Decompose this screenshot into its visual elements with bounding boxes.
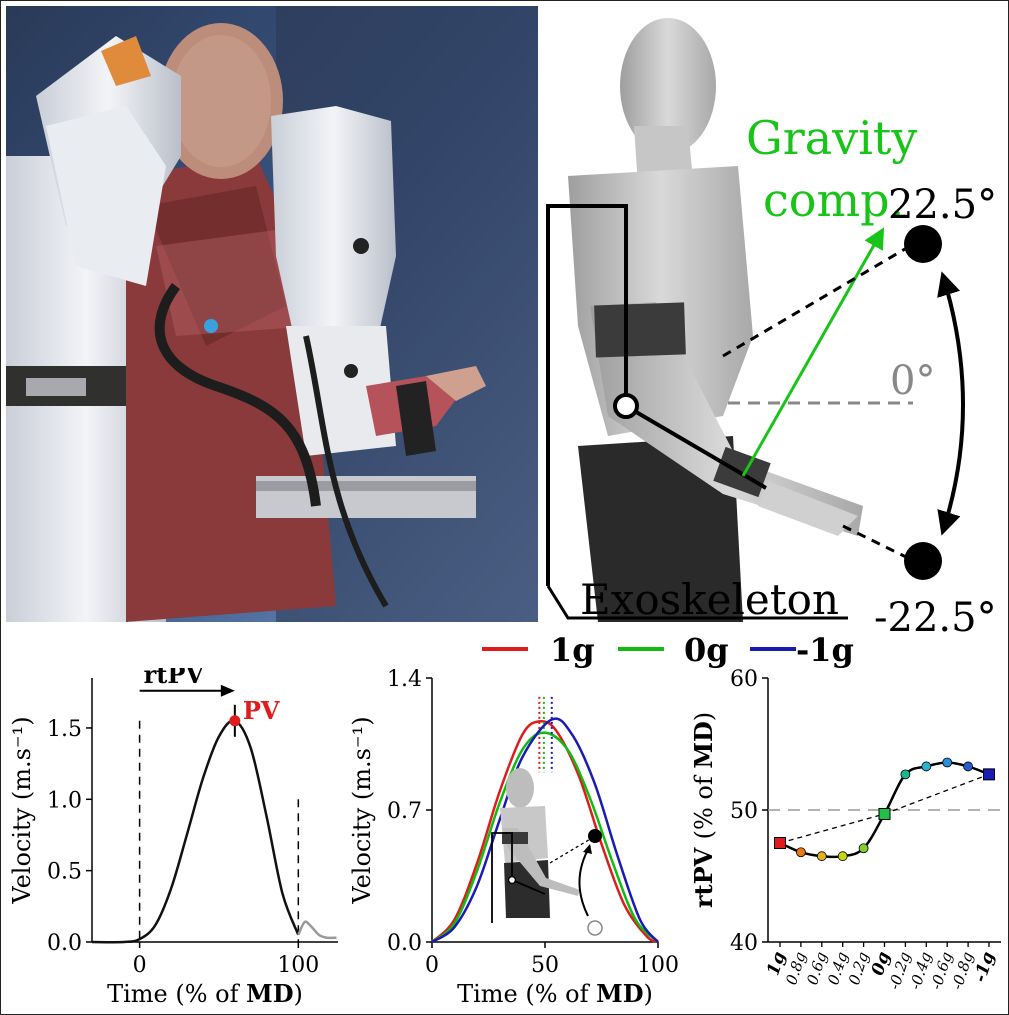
exoskeleton-diagram: Gravity comp. 22.5° 0° -22.5° Exoskeleto…	[546, 18, 997, 641]
data-point--0.2g	[900, 769, 911, 780]
inset-dash-top	[549, 837, 593, 864]
data-point--0.8g	[963, 761, 974, 772]
x-tick-label: 0	[425, 953, 439, 978]
exoskeleton-label: Exoskeleton	[580, 575, 839, 624]
data-point-0.6g	[816, 851, 827, 862]
y-tick-label: 50	[730, 799, 758, 824]
y-tick-label: 40	[730, 931, 758, 956]
post-movement-curve	[297, 920, 337, 940]
inset-joint	[507, 875, 517, 885]
gravity-label: Gravity	[746, 111, 917, 165]
mannequin-head	[620, 18, 716, 154]
rtpv-by-gravity-chart: 4050601g0.8g0.6g0.4g0.2g0g-0.2g-0.4g-0.6…	[689, 668, 1001, 992]
y-tick-label: 1.5	[47, 717, 82, 742]
x-tick-label: 50	[531, 953, 559, 978]
data-point-0.8g	[796, 847, 806, 858]
inset-arrow-head	[583, 844, 592, 854]
inset-head	[506, 768, 534, 808]
inset-exo-frame	[491, 832, 546, 923]
y-tick-label: 60	[730, 668, 758, 692]
x-tick-label: 100	[277, 953, 319, 978]
y-tick-label: 0.5	[47, 860, 82, 885]
rtpv-label: rtPV	[144, 668, 205, 689]
extreme-connector	[884, 773, 990, 815]
x-tick-label: 100	[637, 953, 679, 978]
velocity-curve--1g	[431, 717, 659, 944]
angle-zero-label: 0°	[890, 358, 935, 404]
y-axis-title: Velocity (m.s⁻¹)	[348, 716, 376, 904]
inset-diagram	[491, 768, 603, 936]
data-point-0g	[878, 807, 891, 820]
comp-label: comp.	[763, 173, 904, 227]
target-bottom	[904, 542, 942, 580]
velocity-curve	[91, 719, 300, 944]
y-tick-label: 0.0	[47, 931, 82, 956]
legend-label-minus1g: -1g	[796, 631, 854, 669]
target-top	[904, 225, 942, 263]
data-point-0.4g	[837, 851, 848, 862]
inset-target-bottom	[587, 920, 603, 936]
y-tick-label: 1.0	[47, 788, 82, 813]
velocity-profile-chart: 0.0 0.5 1.0 1.5 0 100 rtPV PV Time (% of MD) Velo…	[8, 668, 338, 1008]
y-axis-title: Velocity (m.s⁻¹)	[8, 716, 36, 904]
gravity-comp-arrow	[741, 227, 885, 477]
exoskeleton-photo	[6, 6, 538, 622]
extreme-connector	[779, 813, 885, 844]
angle-down-label: -22.5°	[874, 595, 997, 641]
x-tick-label: 0	[133, 953, 147, 978]
angle-up-label: 22.5°	[888, 182, 997, 228]
data-point--0.4g	[921, 761, 932, 772]
data-point-1g	[774, 837, 786, 849]
data-point--0.6g	[942, 757, 953, 768]
legend-label-0g: 0g	[684, 631, 729, 669]
pv-label: PV	[243, 696, 280, 725]
data-point--1g	[983, 768, 995, 781]
inset-target-top	[588, 829, 602, 843]
data-point-0.2g	[858, 843, 869, 854]
legend-label-1g: 1g	[550, 631, 595, 669]
rtpv-arrow-head	[220, 684, 235, 697]
y-tick-label: 1.4	[387, 668, 422, 692]
y-axis-title: rtPV (% of MD)	[689, 712, 718, 908]
movement-arc	[937, 271, 965, 536]
y-tick-label: 0.7	[387, 799, 422, 824]
legend: 1g 0g -1g	[482, 631, 854, 669]
x-axis-title: Time (% of MD)	[107, 979, 303, 1008]
peak-point	[229, 715, 241, 727]
inset-cuff	[502, 832, 528, 844]
x-axis-title: Time (% of MD)	[457, 979, 653, 1008]
inset-movement-arc	[578, 845, 591, 917]
inset-arm	[502, 828, 580, 896]
y-tick-label: 0.0	[387, 931, 422, 956]
